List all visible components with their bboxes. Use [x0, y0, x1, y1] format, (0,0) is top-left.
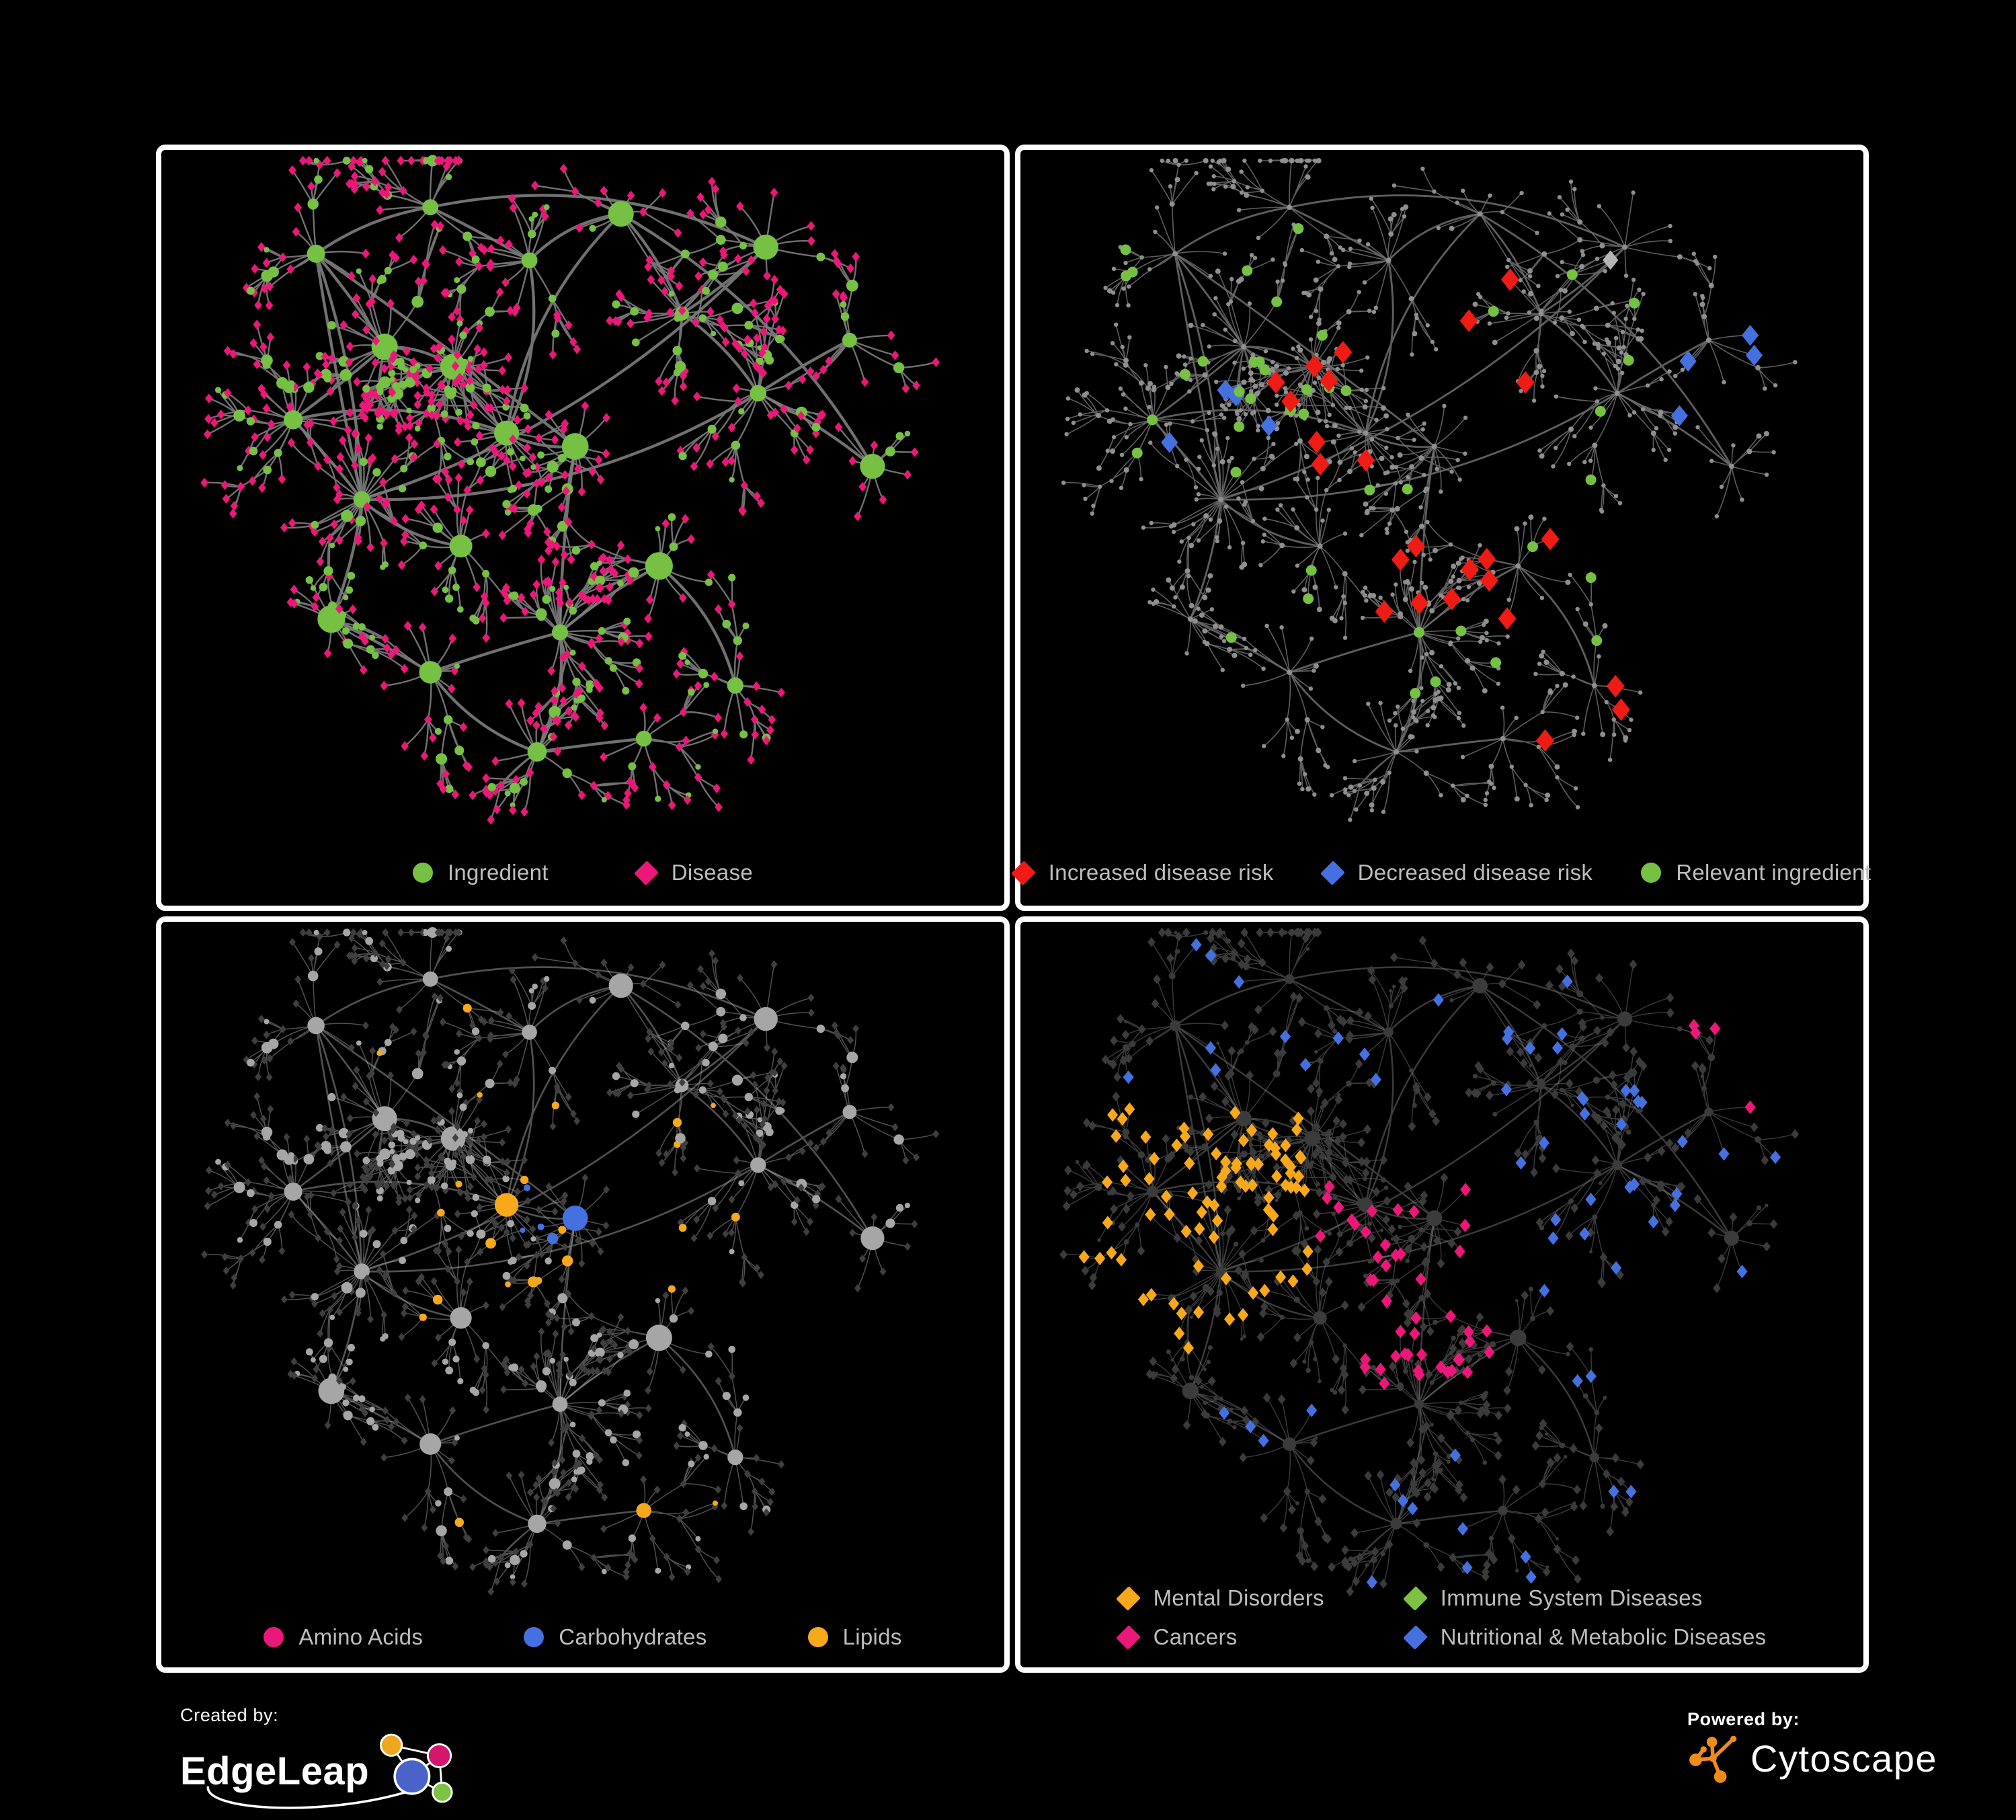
legend-marker-diamond-icon	[1402, 1624, 1428, 1650]
legend-label: Ingredient	[447, 860, 549, 885]
legend-marker-circle-icon	[264, 1627, 284, 1647]
legend-label: Immune System Diseases	[1440, 1585, 1703, 1610]
ingredient-disease-network-graph	[200, 155, 940, 825]
figure-footer: Created by: EdgeLeap	[0, 1674, 2016, 1820]
legend-item: Decreased disease risk	[1320, 860, 1593, 885]
edgeleap-node-orange	[380, 1733, 403, 1757]
ingredient-classes-network-graph	[201, 927, 940, 1596]
legend-item: Increased disease risk	[1010, 860, 1274, 885]
panel-disease-risk-network: Increased disease risk Decreased disease …	[1010, 145, 1871, 911]
disease-categories-network-graph	[1059, 927, 1800, 1597]
legend-marker-circle-icon	[1641, 863, 1662, 883]
edgeleap-node-blue	[393, 1757, 431, 1795]
cytoscape-logo	[1689, 1735, 1737, 1783]
edgeleap-node-green	[432, 1782, 453, 1803]
legend-label: Decreased disease risk	[1357, 860, 1593, 885]
legend-label: Amino Acids	[298, 1624, 424, 1649]
cytoscape-node	[1706, 1737, 1718, 1747]
cytoscape-wordmark: Cytoscape	[1750, 1737, 1938, 1780]
panel-ingredient-classes-network: Amino Acids Carbohydrates Lipids	[156, 916, 1010, 1673]
legend-marker-circle-icon	[412, 863, 433, 883]
legend-item: Disease	[633, 860, 754, 885]
legend-item: Cancers	[1115, 1624, 1324, 1650]
legend-label: Lipids	[842, 1624, 902, 1649]
disease-risk-network-graph	[1061, 158, 1798, 822]
legend-marker-diamond-icon	[1115, 1624, 1141, 1650]
legend-disease-categories: Mental Disorders Immune System Diseases Ca…	[1020, 1585, 1863, 1650]
edges-layer	[1063, 159, 1796, 821]
legend-item: Carbohydrates	[524, 1624, 707, 1650]
legend-item: Mental Disorders	[1115, 1585, 1324, 1611]
legend-item: Nutritional & Metabolic Diseases	[1402, 1624, 1767, 1650]
legend-marker-diamond-icon	[1402, 1585, 1428, 1611]
edgeleap-node-pink	[427, 1743, 452, 1768]
legend-marker-diamond-icon	[1320, 860, 1345, 885]
legend-label: Increased disease risk	[1048, 860, 1274, 885]
cytoscape-node	[1700, 1746, 1707, 1753]
edgeleap-wordmark: EdgeLeap	[180, 1749, 370, 1793]
nodes-layer	[200, 155, 940, 825]
edgeleap-logo	[206, 1733, 453, 1809]
legend-label: Mental Disorders	[1153, 1585, 1324, 1610]
legend-ingredient-disease: Ingredient Disease	[161, 860, 1004, 885]
legend-item: Amino Acids	[264, 1624, 423, 1650]
edgeleap-swoosh	[206, 1786, 410, 1809]
legend-label: Disease	[671, 860, 754, 885]
nodes-layer	[201, 927, 940, 1596]
cytoscape-node	[1689, 1753, 1702, 1766]
legend-ingredient-classes: Amino Acids Carbohydrates Lipids	[161, 1624, 1004, 1650]
legend-marker-diamond-icon	[1010, 860, 1036, 885]
cytoscape-node	[1709, 1754, 1717, 1762]
created-by-block: Created by: EdgeLeap	[180, 1705, 467, 1815]
legend-item: Ingredient	[412, 860, 549, 885]
panel-ingredient-disease-network: Ingredient Disease	[156, 145, 1010, 911]
legend-label: Relevant ingredient	[1676, 860, 1871, 885]
legend-marker-circle-icon	[524, 1627, 545, 1647]
nodes-layer	[1061, 158, 1798, 822]
legend-marker-diamond-icon	[1115, 1585, 1141, 1611]
cytoscape-node	[1730, 1735, 1737, 1743]
legend-item: Relevant ingredient	[1641, 860, 1871, 885]
cytoscape-node	[1713, 1770, 1727, 1783]
powered-by-block: Powered by: Cy	[1687, 1709, 1937, 1785]
legend-marker-diamond-icon	[633, 860, 659, 885]
legend-item: Immune System Diseases	[1402, 1585, 1767, 1611]
legend-label: Cancers	[1153, 1624, 1238, 1649]
legend-item: Lipids	[807, 1624, 902, 1650]
legend-label: Nutritional & Metabolic Diseases	[1440, 1624, 1767, 1649]
panel-disease-categories-network: Mental Disorders Immune System Diseases Ca…	[1015, 916, 1869, 1673]
created-by-label: Created by:	[180, 1705, 279, 1725]
legend-label: Carbohydrates	[559, 1624, 707, 1649]
powered-by-label: Powered by:	[1687, 1709, 1800, 1729]
legend-disease-risk: Increased disease risk Decreased disease …	[1010, 860, 1871, 885]
nodes-layer	[1059, 927, 1800, 1597]
legend-marker-circle-icon	[807, 1627, 828, 1647]
